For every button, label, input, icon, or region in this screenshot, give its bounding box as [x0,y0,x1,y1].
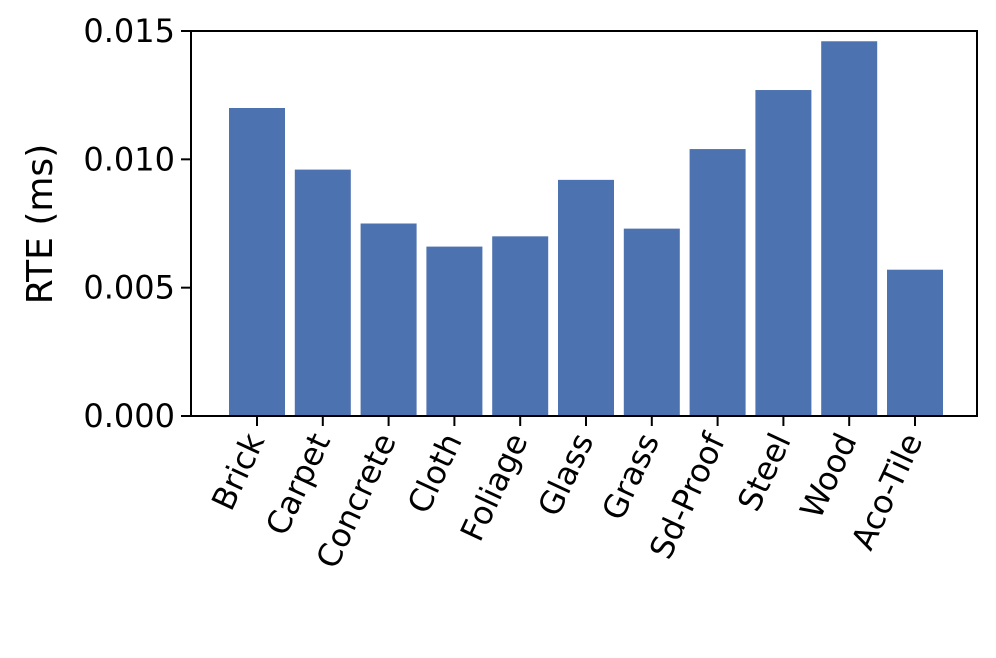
bars-group [229,41,943,417]
y-tick-label-0.005: 0.005 [83,269,175,307]
bar-cloth [426,246,483,416]
bar-sd-proof [689,149,746,417]
bar-grass [623,228,680,416]
y-axis-label: RTE (ms) [20,144,61,305]
x-ticks-group: BrickCarpetConcreteClothFoliageGlassGras… [204,416,930,574]
y-ticks-group: 0.000 0.005 0.010 0.015 [83,12,191,435]
bar-brick [229,108,285,416]
bar-carpet [294,169,351,416]
y-tick-label-0.015: 0.015 [83,12,175,50]
bar-steel [755,90,812,417]
x-tick-label-grass: Grass [594,427,667,525]
x-tick-label-glass: Glass [530,427,601,522]
y-tick-label-0.010: 0.010 [83,140,175,178]
bar-wood [821,41,878,417]
x-tick-label-steel: Steel [730,427,799,517]
bar-glass [558,179,614,416]
x-tick-label-brick: Brick [204,427,273,516]
plot-frame [190,30,978,417]
bar-foliage [492,236,549,416]
x-tick-label-cloth: Cloth [400,427,470,519]
y-tick-label-0.000: 0.000 [83,397,175,435]
x-tick-label-wood: Wood [792,427,864,524]
bar-concrete [360,223,417,416]
bar-aco-tile [887,269,943,416]
